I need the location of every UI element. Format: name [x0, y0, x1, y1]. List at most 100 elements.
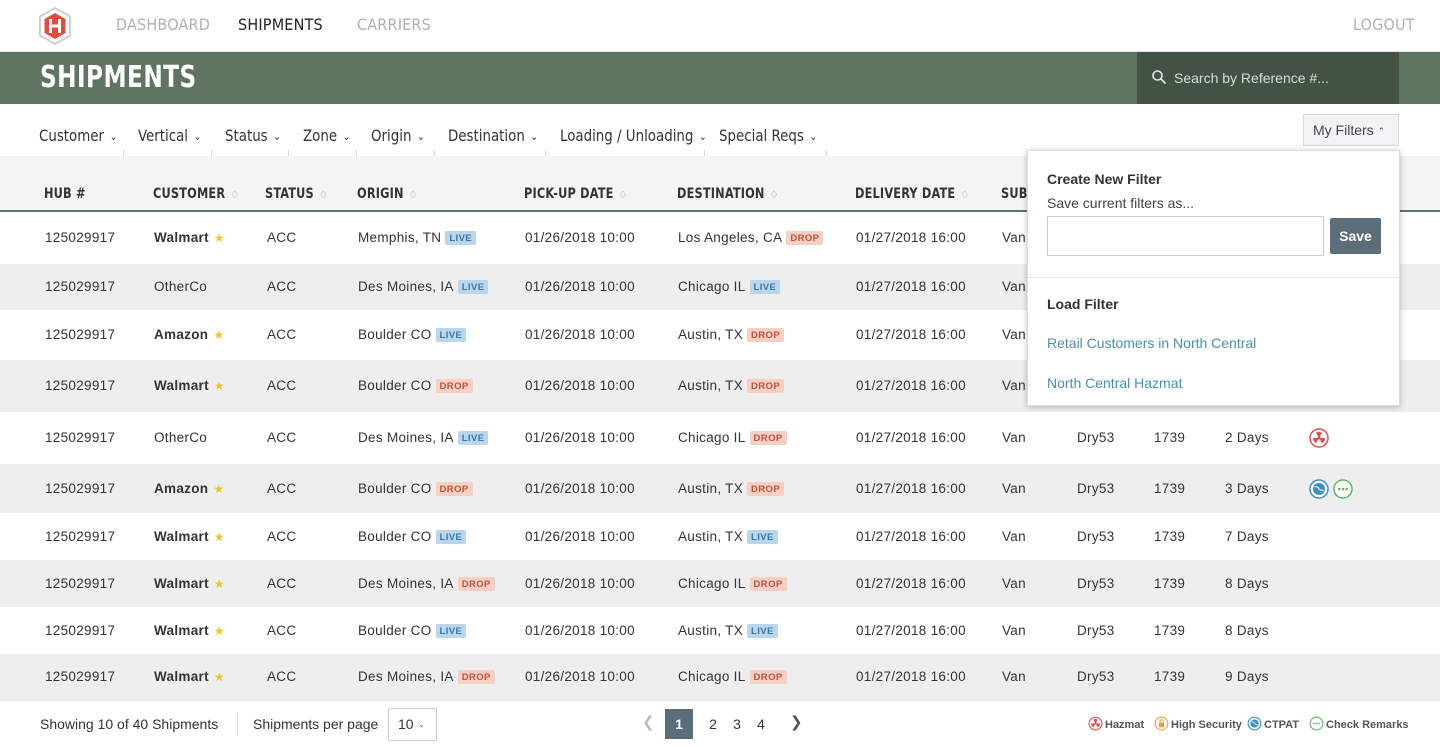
- live-badge: LIVE: [435, 530, 467, 544]
- pickup-date: 01/26/2018 10:00: [525, 230, 635, 245]
- destination-location-text: Austin, TX: [678, 481, 744, 496]
- nav-carriers-link[interactable]: CARRIERS: [357, 15, 431, 34]
- pickup-date-text: 01/26/2018 10:00: [525, 378, 635, 393]
- miles: 1739: [1154, 430, 1185, 445]
- column-header-destination[interactable]: DESTINATION ◇: [677, 186, 777, 202]
- remarks-icon[interactable]: [1333, 479, 1353, 499]
- delivery-date: 01/27/2018 16:00: [856, 378, 966, 393]
- customer-name-text: Walmart: [154, 669, 209, 684]
- table-row[interactable]: 125029917 Walmart ★ ACC Boulder CO LIVE 01/26/…: [0, 607, 1440, 654]
- remarks-icon: [1309, 716, 1324, 731]
- filter-name-input[interactable]: [1047, 216, 1324, 256]
- origin-location: Des Moines, IA LIVE: [358, 279, 489, 294]
- shipment-status-text: ACC: [267, 378, 297, 393]
- hub-number: 125029917: [45, 623, 115, 638]
- reference-search-input[interactable]: [1174, 66, 1384, 90]
- drop-badge: DROP: [457, 577, 495, 591]
- column-header-sub[interactable]: SUB: [1001, 186, 1028, 202]
- hub-number-text: 125029917: [45, 623, 116, 638]
- origin-location-text: Des Moines, IA: [358, 279, 454, 294]
- filter-loading-unloading[interactable]: Loading / Unloading ⌄: [560, 126, 707, 145]
- chevron-down-icon: ⌄: [193, 130, 202, 143]
- per-page-select[interactable]: 10 ⌄: [388, 708, 437, 741]
- top-navigation: DASHBOARD SHIPMENTS CARRIERS LOGOUT: [0, 0, 1440, 52]
- filter-divider: [123, 150, 124, 158]
- column-label: ORIGIN: [357, 186, 404, 202]
- chevron-up-icon: ⌃: [1377, 126, 1386, 136]
- column-label: STATUS: [265, 186, 314, 202]
- table-footer: Showing 10 of 40 Shipments Shipments per…: [0, 700, 1440, 747]
- hub-number: 125029917: [45, 378, 115, 393]
- filter-zone[interactable]: Zone ⌄: [303, 126, 350, 145]
- table-row[interactable]: 125029917 Walmart ★ ACC Des Moines, IA DROP 01…: [0, 560, 1440, 607]
- filter-special-reqs[interactable]: Special Reqs ⌄: [719, 126, 817, 145]
- transit-time-text: 2 Days: [1225, 430, 1269, 445]
- page-3-button[interactable]: 3: [733, 716, 741, 732]
- logout-link[interactable]: LOGOUT: [1353, 15, 1415, 34]
- delivery-date-text: 01/27/2018 16:00: [856, 623, 966, 638]
- delivery-date: 01/27/2018 16:00: [856, 576, 966, 591]
- origin-location: Memphis, TN LIVE: [358, 230, 477, 245]
- sort-icon: ◇: [961, 189, 969, 200]
- nav-shipments-link[interactable]: SHIPMENTS: [238, 15, 323, 34]
- my-filters-label: My Filters: [1313, 122, 1374, 138]
- column-header-status[interactable]: STATUS ◇: [265, 186, 327, 202]
- column-header-origin[interactable]: ORIGIN ◇: [357, 186, 416, 202]
- filter-customer[interactable]: Customer ⌄: [39, 126, 117, 145]
- miles-text: 1739: [1154, 481, 1186, 496]
- hazmat-icon[interactable]: [1309, 428, 1329, 448]
- save-filter-button[interactable]: Save: [1330, 218, 1381, 254]
- chevron-down-icon: ⌄: [698, 130, 707, 143]
- page-4-button[interactable]: 4: [757, 716, 765, 732]
- sub-type: Van: [1002, 378, 1026, 393]
- my-filters-button[interactable]: My Filters ⌃: [1303, 114, 1399, 146]
- table-row[interactable]: 125029917 OtherCo ACC Des Moines, IA LIVE 01/…: [0, 412, 1440, 464]
- legend-label: Check Remarks: [1326, 719, 1409, 731]
- filter-origin[interactable]: Origin ⌄: [371, 126, 425, 145]
- sub-type-text: Van: [1002, 529, 1026, 544]
- next-page-chevron-icon[interactable]: ❯: [790, 714, 803, 731]
- column-header-customer[interactable]: CUSTOMER ◇: [153, 186, 238, 202]
- table-row[interactable]: 125029917 Walmart ★ ACC Des Moines, IA DROP 01…: [0, 654, 1440, 700]
- column-label: DELIVERY DATE: [855, 186, 956, 202]
- ctpat-globe-icon[interactable]: [1309, 479, 1329, 499]
- sub-type-text: Van: [1002, 669, 1026, 684]
- column-header-hub[interactable]: HUB #: [44, 186, 86, 202]
- showing-count: Showing 10 of 40 Shipments: [40, 716, 219, 732]
- drop-badge: DROP: [457, 670, 495, 684]
- column-header-pickup-date[interactable]: PICK-UP DATE ◇: [524, 186, 626, 202]
- filter-vertical[interactable]: Vertical ⌄: [138, 126, 201, 145]
- filter-destination[interactable]: Destination ⌄: [448, 126, 538, 145]
- sub-type: Van: [1002, 576, 1026, 591]
- shipment-status: ACC: [267, 623, 296, 638]
- pickup-date-text: 01/26/2018 10:00: [525, 576, 635, 591]
- page-header: SHIPMENTS: [0, 52, 1440, 104]
- origin-location-text: Boulder CO: [358, 623, 432, 638]
- page-2-button[interactable]: 2: [709, 716, 717, 732]
- miles-text: 1739: [1154, 623, 1186, 638]
- equipment-type-text: Dry53: [1077, 430, 1115, 445]
- table-row[interactable]: 125029917 Walmart ★ ACC Boulder CO LIVE 01/26/…: [0, 513, 1440, 560]
- delivery-date-text: 01/27/2018 16:00: [856, 430, 966, 445]
- save-filter-prompt: Save current filters as...: [1047, 195, 1195, 211]
- column-header-delivery-date[interactable]: DELIVERY DATE ◇: [855, 186, 968, 202]
- filter-label: Loading / Unloading: [560, 126, 694, 145]
- saved-filter-link[interactable]: Retail Customers in North Central: [1047, 335, 1257, 351]
- filter-label: Origin: [371, 126, 412, 145]
- hub-number-text: 125029917: [45, 279, 116, 294]
- saved-filter-link[interactable]: North Central Hazmat: [1047, 375, 1183, 391]
- filter-status[interactable]: Status ⌄: [225, 126, 281, 145]
- origin-location-text: Des Moines, IA: [358, 430, 454, 445]
- customer-name-text: Walmart: [154, 230, 209, 245]
- shipment-status: ACC: [267, 230, 296, 245]
- previous-page-chevron-icon[interactable]: ❮: [642, 714, 655, 731]
- nav-dashboard-link[interactable]: DASHBOARD: [116, 15, 210, 34]
- table-row[interactable]: 125029917 Amazon ★ ACC Boulder CO DROP 01/26/2…: [0, 464, 1440, 513]
- page-1-button[interactable]: 1: [665, 709, 693, 739]
- filter-divider: [434, 150, 435, 158]
- destination-location: Chicago IL DROP: [678, 576, 787, 591]
- customer-name: Amazon ★: [154, 481, 224, 496]
- pickup-date-text: 01/26/2018 10:00: [525, 669, 635, 684]
- sub-type-text: Van: [1002, 230, 1026, 245]
- company-logo-icon[interactable]: [38, 7, 72, 45]
